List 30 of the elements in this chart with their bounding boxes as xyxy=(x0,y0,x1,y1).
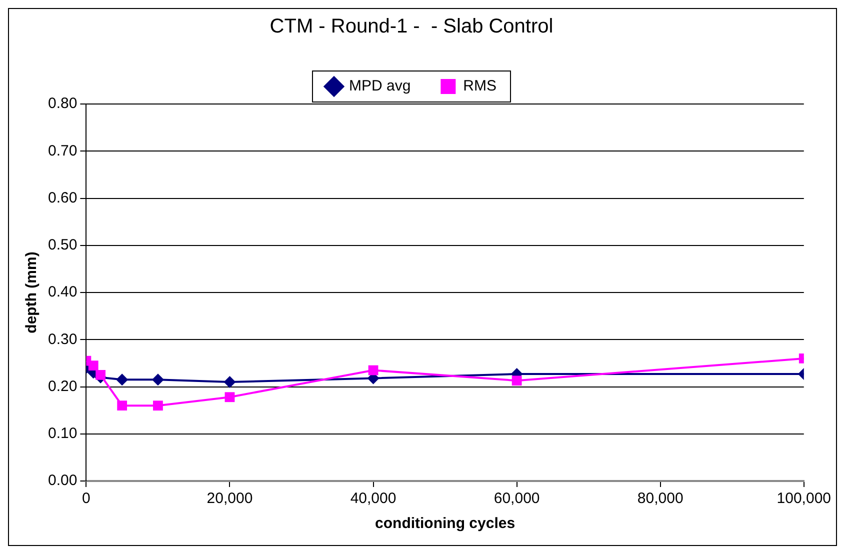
y-tick-label: 0.80 xyxy=(48,95,78,112)
point xyxy=(96,370,106,380)
point xyxy=(152,374,164,386)
y-tick-label: 0.50 xyxy=(48,236,78,254)
x-tick-label: 100,000 xyxy=(776,490,832,508)
point xyxy=(117,400,128,411)
y-tick-label: 0.70 xyxy=(48,142,78,160)
y-tick-label: 0.40 xyxy=(48,284,78,301)
x-axis-title: conditioning cycles xyxy=(375,515,516,532)
y-tick-label: 0.60 xyxy=(48,189,78,206)
legend-label: RMS xyxy=(463,78,497,95)
x-tick-label: 0 xyxy=(82,490,90,508)
x-tick-label: 80,000 xyxy=(637,490,684,508)
x-tick-label: 60,000 xyxy=(494,490,540,508)
legend-label: MPD avg xyxy=(348,78,411,95)
chart-title: CTM - Round-1 - - Slab Control xyxy=(270,16,554,38)
y-tick-label: 0.00 xyxy=(48,472,78,490)
point xyxy=(224,376,236,388)
point xyxy=(116,374,128,386)
point xyxy=(153,400,163,411)
x-tick-label: 20,000 xyxy=(206,490,253,508)
y-tick-label: 0.10 xyxy=(48,425,78,442)
x-tick-label: 40,000 xyxy=(350,490,396,508)
point xyxy=(224,392,235,402)
y-axis-title: depth (mm) xyxy=(23,252,40,334)
point xyxy=(512,376,522,386)
point xyxy=(88,360,98,370)
y-tick-label: 0.20 xyxy=(48,378,78,395)
y-tick-label: 0.30 xyxy=(48,330,78,348)
point xyxy=(368,365,378,376)
